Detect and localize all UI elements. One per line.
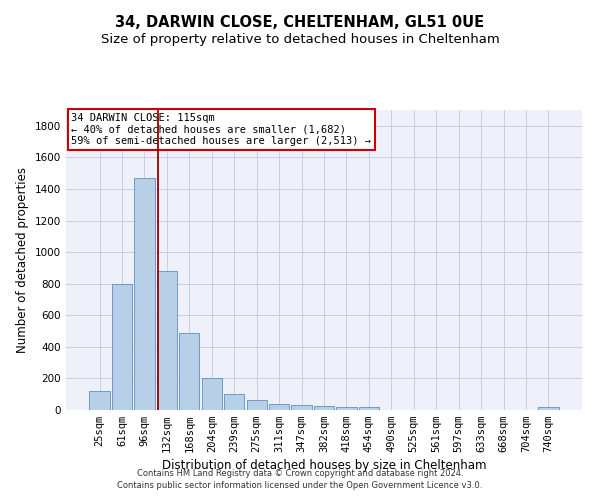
Bar <box>89 391 110 410</box>
Bar <box>359 407 379 410</box>
Bar <box>292 405 311 410</box>
Bar <box>202 378 222 410</box>
Bar <box>269 404 289 410</box>
Bar <box>179 332 199 410</box>
Bar <box>134 178 155 410</box>
X-axis label: Distribution of detached houses by size in Cheltenham: Distribution of detached houses by size … <box>162 460 486 472</box>
Bar <box>247 400 267 410</box>
Bar <box>337 407 356 410</box>
Bar <box>538 407 559 410</box>
Bar <box>157 271 177 410</box>
Bar <box>314 406 334 410</box>
Text: 34, DARWIN CLOSE, CHELTENHAM, GL51 0UE: 34, DARWIN CLOSE, CHELTENHAM, GL51 0UE <box>115 15 485 30</box>
Text: Size of property relative to detached houses in Cheltenham: Size of property relative to detached ho… <box>101 32 499 46</box>
Text: 34 DARWIN CLOSE: 115sqm
← 40% of detached houses are smaller (1,682)
59% of semi: 34 DARWIN CLOSE: 115sqm ← 40% of detache… <box>71 113 371 146</box>
Y-axis label: Number of detached properties: Number of detached properties <box>16 167 29 353</box>
Bar <box>112 284 132 410</box>
Text: Contains HM Land Registry data © Crown copyright and database right 2024.
Contai: Contains HM Land Registry data © Crown c… <box>118 468 482 490</box>
Bar <box>224 394 244 410</box>
